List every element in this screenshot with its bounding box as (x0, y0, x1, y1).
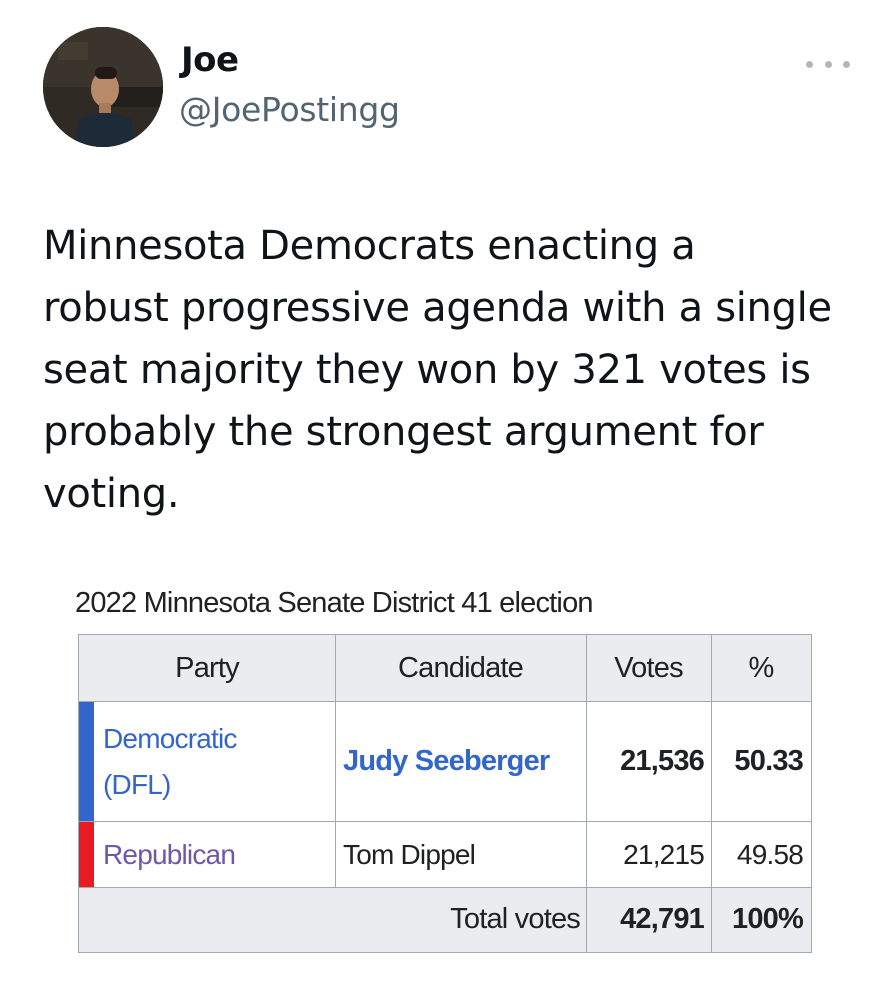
party-name: Democratic (103, 722, 237, 754)
tweet-text-line: probably the strongest argument for (43, 409, 764, 455)
author-display-name[interactable]: Joe (181, 40, 239, 80)
ellipsis-icon (824, 60, 832, 68)
party-name-suffix: (DFL) (103, 768, 171, 800)
tweet-text-line: seat majority they won by 321 votes is (43, 347, 811, 393)
tweet-text-line: voting. (43, 471, 180, 517)
table-divider (711, 635, 712, 952)
tweet-text-line: Minnesota Democrats enacting a (43, 223, 696, 269)
ellipsis-icon (843, 60, 850, 68)
column-header-party: Party (175, 651, 239, 684)
column-header-percent: % (748, 651, 775, 684)
percent-value: 50.33 (734, 745, 803, 777)
table-divider (79, 701, 811, 702)
table-divider (79, 821, 811, 822)
total-percent-value: 100% (732, 903, 804, 935)
table-divider (586, 635, 587, 952)
column-header-candidate: Candidate (397, 651, 524, 684)
total-votes-value: 42,791 (620, 903, 705, 935)
election-table-caption: 2022 Minnesota Senate District 41 electi… (75, 587, 594, 619)
party-republican-link[interactable]: Republican (103, 838, 236, 870)
election-results-table[interactable]: Party Candidate Votes % Democratic (DFL)… (78, 634, 812, 953)
votes-value: 21,215 (623, 838, 705, 870)
tweet-text: Minnesota Democrats enacting a robust pr… (43, 215, 863, 525)
more-options-button[interactable] (806, 52, 850, 76)
column-header-votes: Votes (614, 651, 683, 684)
table-divider (335, 635, 336, 887)
table-header-row (79, 635, 811, 701)
table-divider (79, 887, 811, 888)
ellipsis-icon (806, 60, 813, 68)
profile-photo (43, 27, 163, 147)
total-votes-label: Total votes (450, 903, 581, 935)
table-total-row (79, 887, 811, 952)
party-color-stripe (79, 822, 94, 887)
party-democratic-link[interactable]: Democratic (DFL) (103, 702, 333, 821)
candidate-name: Tom Dippel (343, 838, 476, 870)
tweet-text-line: robust progressive agenda with a single (43, 285, 832, 331)
votes-value: 21,536 (620, 745, 705, 777)
author-handle[interactable]: @JoePostingg (179, 90, 400, 129)
party-color-stripe (79, 702, 94, 821)
percent-value: 49.58 (736, 838, 804, 870)
avatar[interactable] (43, 27, 163, 147)
candidate-link[interactable]: Judy Seeberger (343, 745, 550, 777)
